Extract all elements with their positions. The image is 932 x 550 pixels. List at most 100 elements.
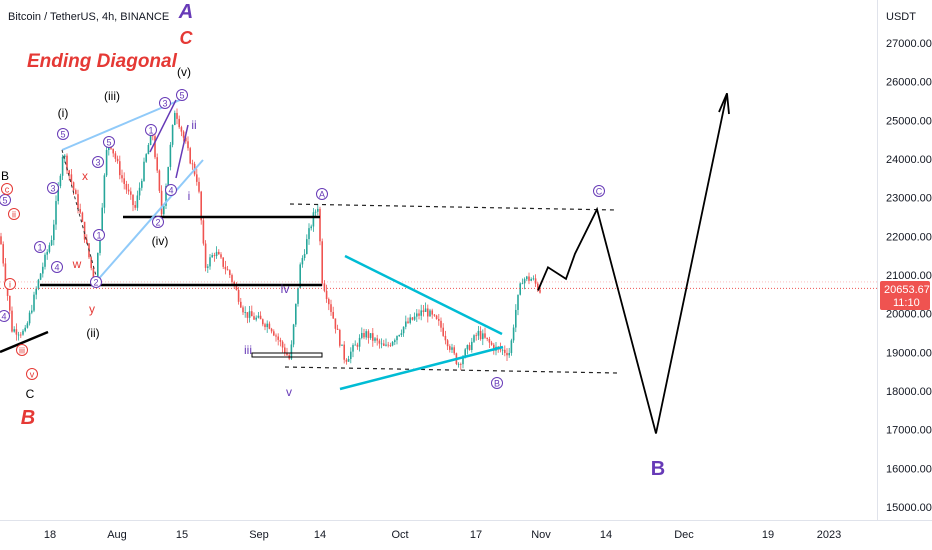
candle-body [347,358,350,362]
candle-body [75,190,77,195]
price-tick-label: 21000.00 [886,270,932,282]
wave-label: 3 [50,184,55,194]
wave-label: iii [19,346,25,356]
candle-body [389,345,392,346]
candle-body [209,257,211,267]
time-tick-label: 15 [176,529,188,541]
candle-body [400,333,403,335]
time-tick-label: Sep [249,529,269,541]
candle-body [178,118,180,128]
wave-label: i [188,189,191,203]
candle-body [420,310,422,316]
candle-body [510,340,513,354]
candle-body [295,303,297,325]
projection-arrowhead [718,92,730,115]
candle-body [44,254,46,267]
ending-diagonal-annotation: Ending Diagonal [27,51,178,72]
candle-body [460,363,462,365]
wave-label: (i) [58,106,69,120]
candle-body [119,161,121,176]
wave-labels: ACBB(i)(ii)(iii)(iv)(v)iiiiiiivvABC51342… [0,1,665,480]
candle-body [39,273,42,280]
candle-body [508,353,510,356]
candle-body [242,307,244,313]
candle-body [292,324,295,345]
candle-body [246,312,249,318]
wave-circle-marker [1,183,13,195]
time-axis-ticks: 18 Aug 15 Sep 14 Oct 17 Nov 14 Dec 19 2023 [44,529,841,541]
candle-body [387,344,389,346]
triangle-lower [339,345,504,391]
price-axis-ticks: 27000.00 26000.00 25000.00 24000.00 23000.00… [886,38,932,514]
candle-body [176,112,178,119]
candle-body [319,208,321,242]
candle-body [374,338,376,341]
candle-body [369,333,372,338]
wave-label: (ii) [86,326,99,340]
candle-body [171,125,174,145]
candle-body [35,288,37,295]
wave-label: (iii) [104,89,120,103]
candle-body [512,327,515,341]
wave-label: x [82,169,88,183]
candle-body [231,275,233,282]
candle-body [523,279,526,284]
wave-label: 5 [60,130,65,140]
price-tick-label: 27000.00 [886,38,932,50]
candle-body [15,329,18,335]
candle-body [332,311,334,319]
last-price-tag: 20653.67 11:10 [880,281,930,310]
candle-body [317,208,319,212]
candle-body [440,320,442,328]
time-axis-panel[interactable] [0,521,878,550]
wave-circle-marker [152,216,164,228]
candle-body [226,269,229,271]
candle-body [99,232,101,253]
candle-body [200,191,202,221]
wave-circle-marker [93,229,105,241]
wave-label: 1 [37,243,42,253]
candle-body [380,343,383,345]
candle-body [224,266,227,270]
candle-body [325,290,328,300]
wave-label: (iv) [152,234,169,248]
candle-body [363,332,365,338]
candle-body [306,239,308,254]
candle-body [330,304,332,312]
candle-body [149,130,152,146]
candle-body [343,344,345,360]
candle-body [354,344,356,346]
time-tick-label: Oct [391,529,408,541]
candle-body [244,312,246,313]
candle-body [46,251,48,255]
triangle-upper [344,254,503,336]
candle-body [68,170,70,175]
candle-body [213,255,216,257]
candle-body [409,317,411,323]
wave-circle-marker [16,344,28,356]
price-axis-panel[interactable] [878,0,932,520]
time-tick-label: Aug [107,529,127,541]
candle-body [446,340,449,347]
candle-body [521,283,524,285]
time-tick-label: Dec [674,529,694,541]
candle-body [53,224,55,241]
wave-label: 2 [93,278,98,288]
candle-body [471,341,473,350]
candle-body [268,323,271,329]
candle-body [20,334,22,336]
candle-body [473,335,475,342]
candle-body [31,310,33,313]
candle-body [123,178,125,184]
candle-body [233,281,235,286]
candle-body [530,278,532,281]
candle-body [145,154,147,162]
wave-label: 5 [106,138,111,148]
wave-circle-marker [57,128,69,140]
candle-body [253,316,255,320]
candle-body [189,148,191,164]
candle-body [220,254,222,258]
candle-body [385,344,387,346]
candle-body [55,201,57,225]
